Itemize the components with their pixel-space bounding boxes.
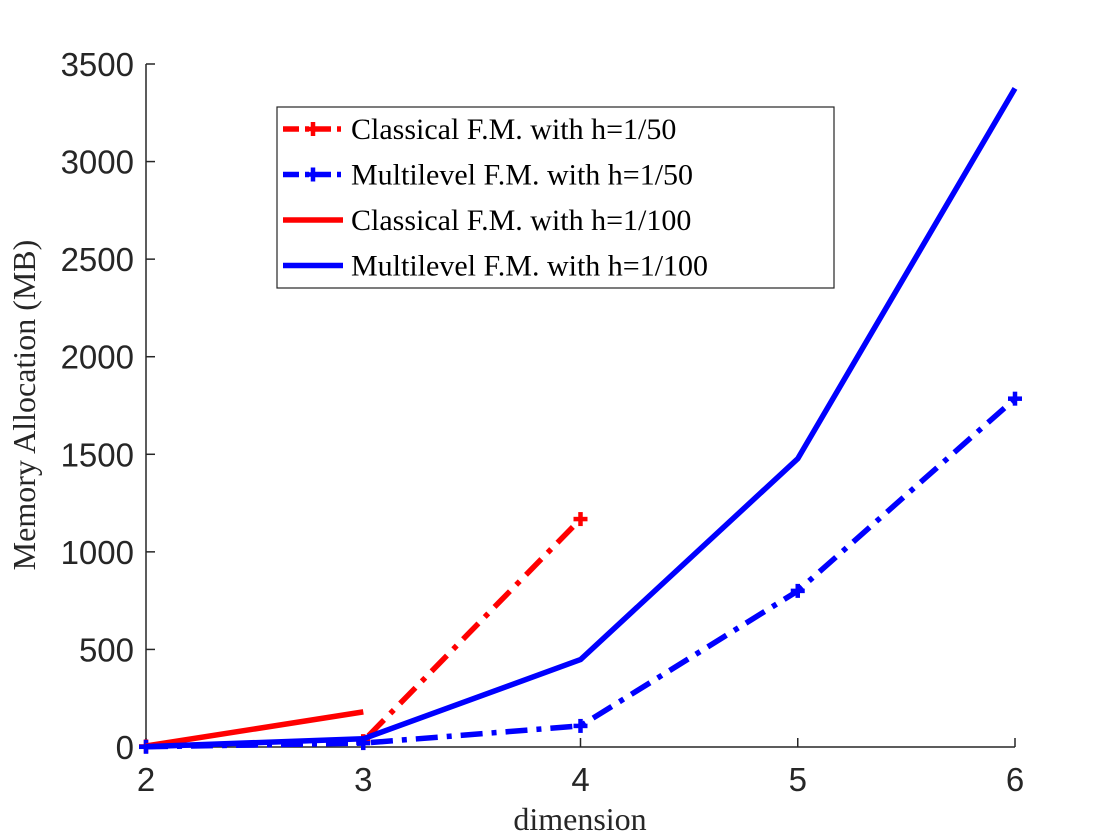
legend: Classical F.M. with h=1/50 Multilevel F.M… — [276, 106, 835, 289]
legend-item-1: Multilevel F.M. with h=1/50 — [283, 159, 693, 192]
x-axis-label: dimension — [513, 801, 646, 837]
legend-item-0: Classical F.M. with h=1/50 — [283, 113, 676, 146]
series-3 — [145, 87, 1018, 750]
legend-items: Classical F.M. with h=1/50 Multilevel F.M… — [283, 113, 708, 283]
y-tick-label: 2500 — [61, 241, 134, 278]
legend-marker — [306, 122, 320, 136]
y-ticks: 0 500 1000 1500 2000 2500 3000 3500 — [61, 46, 155, 766]
legend-item-2: Classical F.M. with h=1/100 — [283, 204, 691, 237]
y-tick-label: 1500 — [61, 436, 134, 473]
series-line — [145, 709, 364, 749]
data-point-marker — [790, 583, 805, 598]
legend-label: Classical F.M. with h=1/100 — [351, 204, 691, 237]
series-layer — [139, 87, 1022, 754]
data-point-marker — [1008, 391, 1022, 406]
legend-label: Classical F.M. with h=1/50 — [351, 113, 676, 146]
series-1 — [139, 391, 1022, 754]
series-line — [145, 517, 583, 750]
legend-item-3: Multilevel F.M. with h=1/100 — [283, 250, 708, 283]
x-tick-label: 4 — [571, 761, 589, 798]
y-tick-label: 3000 — [61, 144, 134, 181]
legend-label: Multilevel F.M. with h=1/100 — [351, 250, 708, 283]
series-line — [145, 87, 1018, 750]
y-tick-label: 500 — [79, 631, 134, 668]
x-tick-label: 2 — [137, 761, 155, 798]
series-line — [145, 396, 1017, 750]
y-tick-label: 0 — [116, 729, 134, 766]
data-point-marker — [573, 718, 588, 733]
data-point-marker — [573, 512, 588, 527]
series-2 — [145, 709, 364, 749]
legend-marker — [306, 167, 320, 182]
legend-label: Multilevel F.M. with h=1/50 — [351, 159, 693, 192]
legend-box — [276, 106, 835, 289]
y-tick-label: 1000 — [61, 534, 134, 571]
y-axis-label: Memory Allocation (MB) — [6, 240, 42, 571]
y-tick-label: 3500 — [61, 46, 134, 83]
x-tick-label: 5 — [789, 761, 807, 798]
x-tick-label: 3 — [354, 761, 372, 798]
y-tick-label: 2000 — [61, 339, 134, 376]
x-tick-label: 6 — [1006, 761, 1024, 798]
